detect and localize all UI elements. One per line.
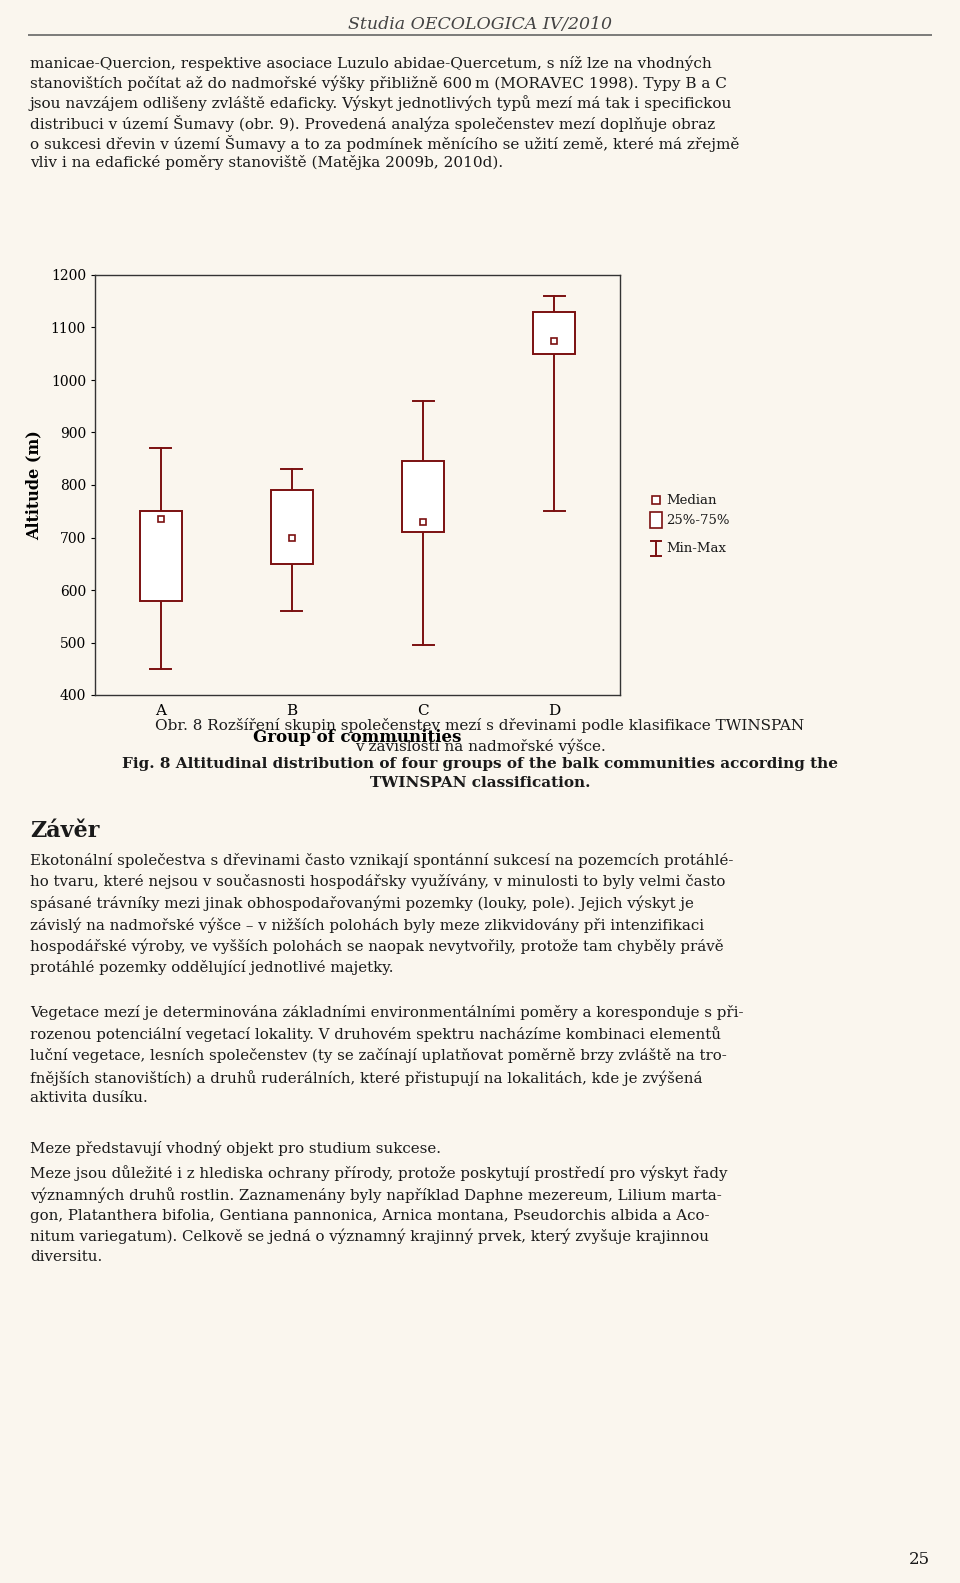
Bar xyxy=(139,511,181,600)
Text: manicae-Quercion, respektive asociace Luzulo abidae-Quercetum, s níž lze na vhod: manicae-Quercion, respektive asociace Lu… xyxy=(30,55,711,71)
Text: Vegetace mezí je determinována základními environmentálními poměry a koresponduj: Vegetace mezí je determinována základním… xyxy=(30,1005,743,1105)
Text: o sukcesi dřevin v území Šumavy a to za podmínek měnícího se užití země, které m: o sukcesi dřevin v území Šumavy a to za … xyxy=(30,135,739,152)
Text: Median: Median xyxy=(666,494,716,507)
Text: vliv i na edafické poměry stanoviště (Matějka 2009b, 2010d).: vliv i na edafické poměry stanoviště (Ma… xyxy=(30,155,503,169)
Text: jsou navzájem odlišeny zvláště edaficky. Výskyt jednotlivých typů mezí má tak i : jsou navzájem odlišeny zvláště edaficky.… xyxy=(30,95,732,111)
Text: distribuci v území Šumavy (obr. 9). Provedená analýza společenstev mezí doplňuje: distribuci v území Šumavy (obr. 9). Prov… xyxy=(30,116,715,131)
Y-axis label: Altitude (m): Altitude (m) xyxy=(25,431,42,540)
Bar xyxy=(650,511,662,529)
Text: 25%-75%: 25%-75% xyxy=(666,513,730,527)
Text: Závěr: Závěr xyxy=(30,820,100,842)
Bar xyxy=(271,491,313,564)
Text: Fig. 8 Altitudinal distribution of four groups of the balk communities according: Fig. 8 Altitudinal distribution of four … xyxy=(122,757,838,790)
Text: 25: 25 xyxy=(909,1551,930,1569)
X-axis label: Group of communities: Group of communities xyxy=(253,730,462,746)
Bar xyxy=(402,461,444,532)
Bar xyxy=(534,312,575,353)
Text: Studia OECOLOGICA IV/2010: Studia OECOLOGICA IV/2010 xyxy=(348,16,612,33)
Text: Ekotonální společestva s dřevinami často vznikají spontánní sukcesí na pozemcích: Ekotonální společestva s dřevinami často… xyxy=(30,853,733,975)
Text: Min-Max: Min-Max xyxy=(666,541,726,554)
Text: Obr. 8 Rozšíření skupin společenstev mezí s dřevinami podle klasifikace TWINSPAN: Obr. 8 Rozšíření skupin společenstev mez… xyxy=(156,719,804,754)
Text: Meze jsou důležité i z hlediska ochrany přírody, protože poskytují prostředí pro: Meze jsou důležité i z hlediska ochrany … xyxy=(30,1165,728,1263)
Text: stanovištích počítat až do nadmořské výšky přibližně 600 m (MORAVEC 1998). Typy : stanovištích počítat až do nadmořské výš… xyxy=(30,74,727,90)
Text: Meze představují vhodný objekt pro studium sukcese.: Meze představují vhodný objekt pro studi… xyxy=(30,1140,441,1156)
